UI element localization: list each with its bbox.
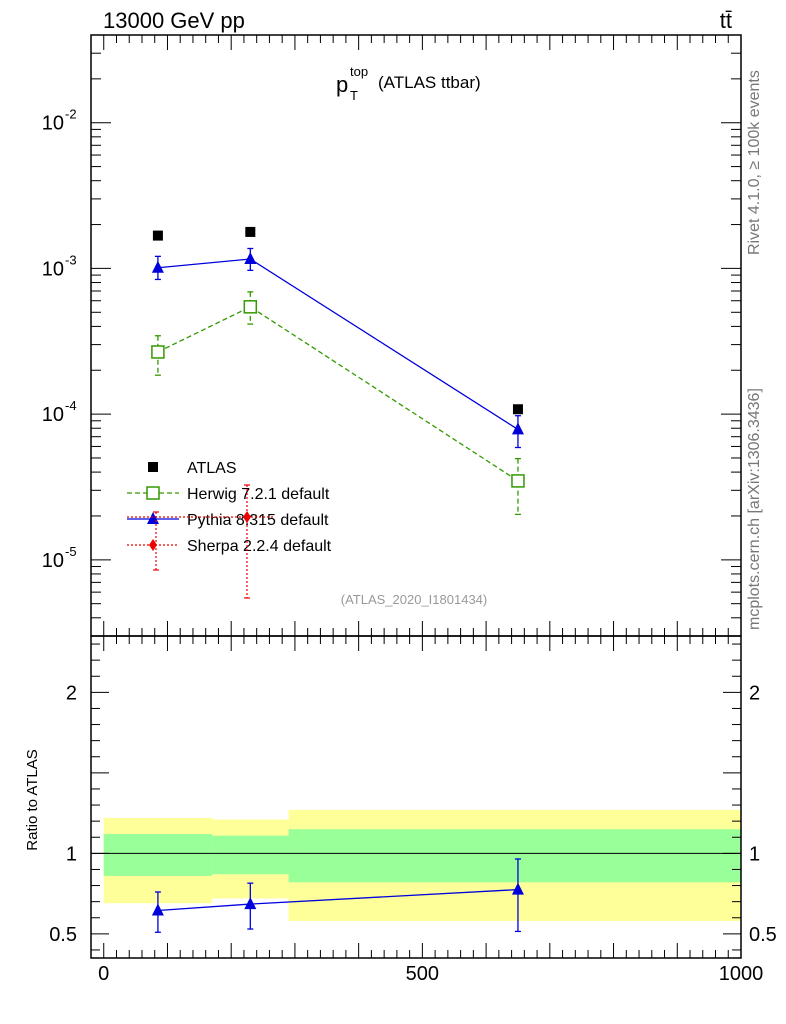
y-tick-label: 10 bbox=[42, 258, 64, 280]
pythia-ratio-point bbox=[511, 882, 524, 895]
pythia-point bbox=[151, 260, 164, 273]
process-label: tt̄ bbox=[720, 8, 732, 33]
pythia-ratio-point bbox=[244, 897, 257, 910]
ratio-y-tick-label-right: 0.5 bbox=[749, 924, 777, 946]
atlas-point bbox=[152, 230, 163, 241]
herwig-point bbox=[243, 300, 258, 314]
uncertainty-band-inner bbox=[212, 835, 289, 875]
uncertainty-band-inner bbox=[103, 834, 213, 876]
pythia-point bbox=[511, 422, 524, 435]
legend-marker-pythia bbox=[147, 512, 159, 524]
pythia-ratio-point bbox=[151, 903, 164, 916]
legend-label-herwig: Herwig 7.2.1 default bbox=[187, 486, 330, 503]
pythia-point bbox=[244, 252, 257, 265]
ratio-plot: 0 500 1000 0.5 0.5 1 1 2 2 bbox=[49, 635, 777, 985]
legend: ATLAS Herwig 7.2.1 default Pythia 8.315 de… bbox=[127, 460, 332, 599]
herwig-point bbox=[151, 345, 165, 359]
uncertainty-band-inner bbox=[288, 829, 741, 883]
y-tick-label-exponent: -4 bbox=[65, 398, 77, 413]
x-tick-label: 500 bbox=[406, 963, 439, 985]
herwig-line bbox=[157, 306, 519, 482]
energy-label: 13000 GeV pp bbox=[103, 8, 245, 33]
title-subscript: T bbox=[350, 88, 358, 103]
y-tick-label: 10 bbox=[42, 404, 64, 426]
x-tick-label: 1000 bbox=[719, 963, 764, 985]
pythia-line bbox=[157, 258, 519, 430]
y-tick-label-exponent: -5 bbox=[65, 544, 77, 559]
sherpa-point bbox=[243, 511, 251, 523]
ratio-y-tick-label: 2 bbox=[66, 682, 77, 704]
title-p: p bbox=[336, 72, 348, 97]
y-tick-label-exponent: -2 bbox=[65, 107, 77, 122]
main-title: p top T (ATLAS ttbar) bbox=[336, 64, 481, 103]
ratio-y-tick-label-right: 2 bbox=[749, 682, 760, 704]
atlas-point bbox=[245, 226, 256, 237]
y-tick-label-exponent: -3 bbox=[65, 252, 77, 267]
ratio-y-tick-label: 0.5 bbox=[49, 924, 77, 946]
atlas-point bbox=[512, 404, 523, 415]
y-tick-label: 10 bbox=[42, 113, 64, 135]
legend-marker-herwig bbox=[146, 486, 160, 500]
legend-marker-sherpa bbox=[149, 539, 157, 551]
legend-label-pythia: Pythia 8.315 default bbox=[187, 512, 329, 529]
mcplots-label: mcplots.cern.ch [arXiv:1306.3436] bbox=[746, 388, 763, 630]
ratio-y-tick-label-right: 1 bbox=[749, 843, 760, 865]
ratio-y-axis-label: Ratio to ATLAS bbox=[24, 749, 41, 850]
legend-label-sherpa: Sherpa 2.2.4 default bbox=[187, 538, 332, 555]
rivet-version-label: Rivet 4.1.0, ≥ 100k events bbox=[746, 70, 763, 255]
y-tick-label: 10 bbox=[42, 550, 64, 572]
title-superscript: top bbox=[350, 64, 368, 79]
legend-marker-atlas bbox=[148, 462, 158, 472]
main-plot: 10-210-310-410-5 bbox=[42, 34, 742, 637]
x-tick-label: 0 bbox=[98, 963, 109, 985]
title-suffix: (ATLAS ttbar) bbox=[378, 73, 481, 92]
herwig-point bbox=[511, 474, 525, 488]
legend-label-atlas: ATLAS bbox=[187, 460, 237, 477]
ratio-frame bbox=[90, 635, 742, 959]
ratio-y-tick-label: 1 bbox=[66, 843, 77, 865]
analysis-id-label: (ATLAS_2020_I1801434) bbox=[341, 592, 487, 607]
